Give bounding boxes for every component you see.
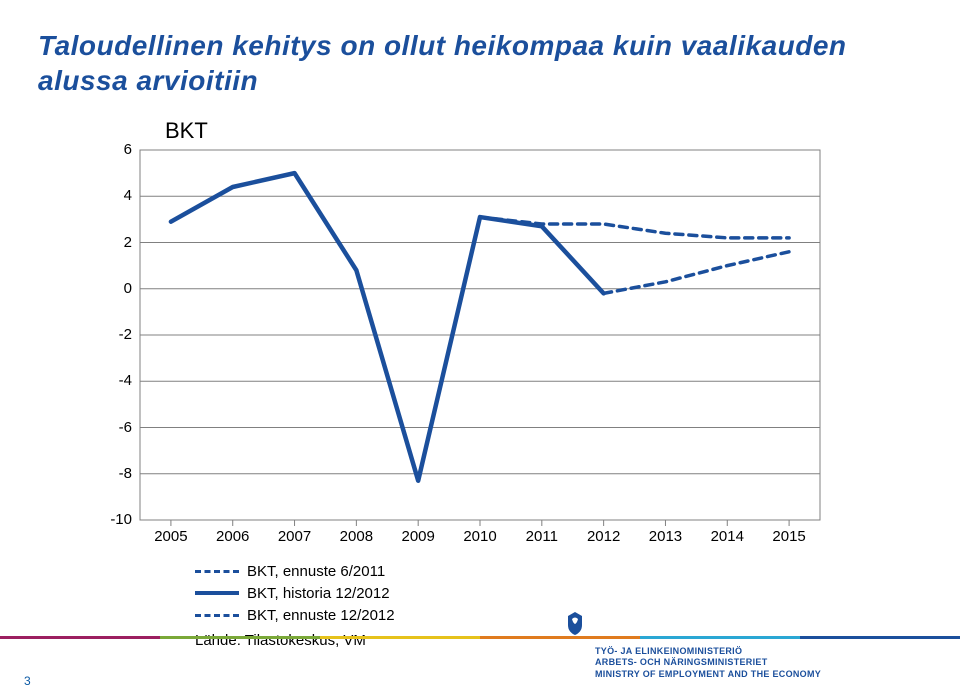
x-axis-tick: 2014 bbox=[697, 528, 757, 545]
footer-stripe bbox=[480, 636, 640, 639]
y-axis-tick: -6 bbox=[92, 419, 132, 436]
legend-swatch bbox=[195, 614, 239, 617]
x-axis-tick: 2015 bbox=[759, 528, 819, 545]
legend-item: BKT, historia 12/2012 bbox=[195, 582, 395, 604]
footer-stripe bbox=[800, 636, 960, 639]
footer-stripe bbox=[160, 636, 320, 639]
y-axis-tick: 0 bbox=[92, 280, 132, 297]
x-axis-tick: 2011 bbox=[512, 528, 572, 545]
legend-label: BKT, ennuste 12/2012 bbox=[247, 607, 395, 624]
x-axis-tick: 2013 bbox=[635, 528, 695, 545]
y-axis-tick: -2 bbox=[92, 326, 132, 343]
ministry-line: MINISTRY OF EMPLOYMENT AND THE ECONOMY bbox=[595, 669, 821, 680]
lion-emblem-icon bbox=[560, 610, 590, 636]
y-axis-tick: -8 bbox=[92, 465, 132, 482]
ministry-line: ARBETS- OCH NÄRINGSMINISTERIET bbox=[595, 657, 821, 668]
footer-stripe bbox=[320, 636, 480, 639]
footer-stripe bbox=[640, 636, 800, 639]
bkt-line-chart bbox=[0, 0, 960, 700]
legend-swatch bbox=[195, 570, 239, 573]
legend-item: BKT, ennuste 12/2012 bbox=[195, 604, 395, 626]
x-axis-tick: 2006 bbox=[203, 528, 263, 545]
chart-source: Lähde: Tilastokeskus, VM bbox=[195, 632, 395, 649]
ministry-footer-text: TYÖ- JA ELINKEINOMINISTERIÖARBETS- OCH N… bbox=[595, 646, 821, 680]
y-axis-tick: -4 bbox=[92, 372, 132, 389]
y-axis-tick: 2 bbox=[92, 234, 132, 251]
x-axis-tick: 2012 bbox=[574, 528, 634, 545]
x-axis-tick: 2009 bbox=[388, 528, 448, 545]
x-axis-tick: 2010 bbox=[450, 528, 510, 545]
x-axis-tick: 2007 bbox=[265, 528, 325, 545]
page-number-text: 3 bbox=[24, 674, 31, 688]
legend-item: BKT, ennuste 6/2011 bbox=[195, 560, 395, 582]
y-axis-tick: 6 bbox=[92, 141, 132, 158]
y-axis-tick: -10 bbox=[92, 511, 132, 528]
legend-swatch bbox=[195, 591, 239, 595]
y-axis-tick: 4 bbox=[92, 187, 132, 204]
footer-stripe bbox=[0, 636, 160, 639]
ministry-line: TYÖ- JA ELINKEINOMINISTERIÖ bbox=[595, 646, 821, 657]
legend-label: BKT, ennuste 6/2011 bbox=[247, 563, 385, 580]
legend-label: BKT, historia 12/2012 bbox=[247, 585, 390, 602]
page-number: 3 bbox=[24, 674, 31, 688]
x-axis-tick: 2005 bbox=[141, 528, 201, 545]
x-axis-tick: 2008 bbox=[326, 528, 386, 545]
